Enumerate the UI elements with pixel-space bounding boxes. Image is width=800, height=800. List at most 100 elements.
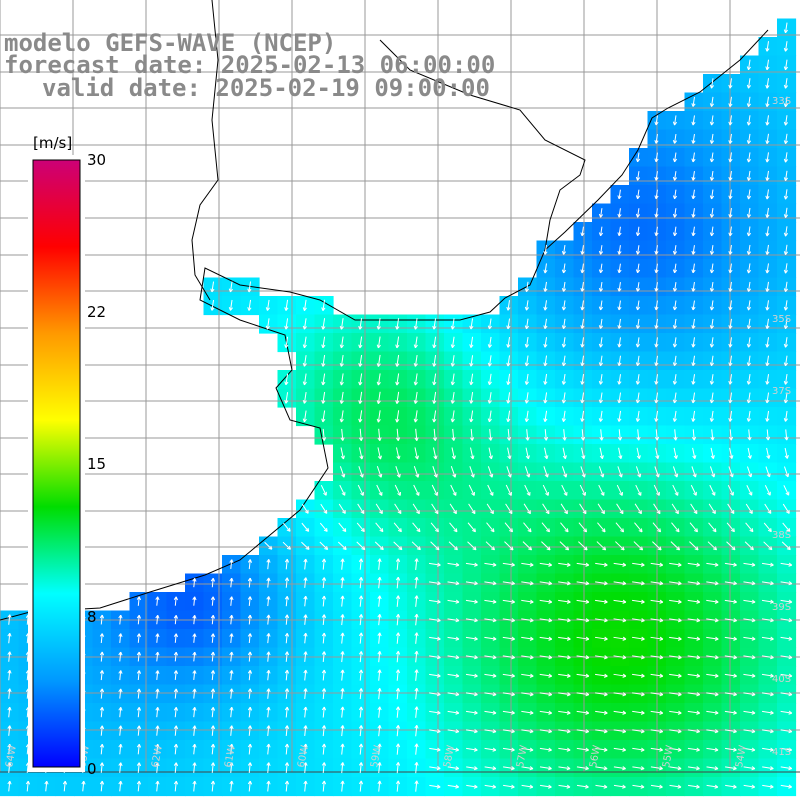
lon-label: 64W bbox=[4, 744, 19, 768]
wind-arrow bbox=[429, 562, 441, 567]
wind-arrow bbox=[284, 299, 289, 311]
wind-arrow bbox=[613, 562, 627, 567]
wind-arrow bbox=[321, 391, 326, 404]
wind-arrow bbox=[543, 318, 548, 330]
wind-arrow bbox=[765, 226, 770, 237]
wind-arrow bbox=[484, 692, 497, 697]
wind-arrow bbox=[358, 336, 363, 349]
wind-arrow bbox=[62, 780, 68, 792]
wind-arrow bbox=[765, 96, 770, 108]
wind-arrow bbox=[765, 78, 770, 89]
wind-arrow bbox=[558, 655, 571, 660]
wind-arrow bbox=[487, 318, 492, 330]
wind-arrow bbox=[339, 318, 344, 330]
wind-arrow bbox=[376, 318, 381, 330]
wind-arrow bbox=[414, 595, 419, 607]
wind-arrow bbox=[229, 670, 234, 681]
wind-arrow bbox=[7, 780, 12, 792]
wind-arrow bbox=[192, 633, 197, 643]
wind-arrow bbox=[595, 673, 608, 678]
wind-arrow bbox=[672, 226, 678, 237]
wind-arrow bbox=[765, 244, 770, 255]
wind-arrow bbox=[672, 208, 678, 218]
wind-arrow bbox=[595, 562, 608, 567]
wind-arrow bbox=[724, 692, 737, 697]
wind-arrow bbox=[706, 747, 719, 752]
wind-arrow bbox=[746, 392, 751, 404]
wind-arrow bbox=[689, 541, 699, 551]
wind-arrow bbox=[561, 300, 567, 311]
wind-arrow bbox=[450, 391, 455, 404]
wind-arrow bbox=[763, 541, 773, 551]
wind-arrow bbox=[709, 484, 716, 496]
wind-arrow bbox=[358, 391, 363, 404]
wind-arrow bbox=[579, 503, 587, 515]
wind-arrow bbox=[303, 706, 308, 718]
model-title: modelo GEFS-WAVE (NCEP) bbox=[4, 29, 337, 57]
wind-arrow bbox=[780, 655, 793, 660]
wind-arrow bbox=[728, 300, 733, 311]
wind-arrow bbox=[687, 655, 701, 660]
wind-arrow bbox=[502, 636, 515, 641]
wind-arrow bbox=[210, 299, 215, 311]
wind-arrow bbox=[687, 636, 701, 641]
wind-arrow bbox=[284, 632, 290, 644]
wind-arrow bbox=[414, 762, 419, 774]
wind-arrow bbox=[783, 244, 789, 255]
wind-arrow bbox=[284, 762, 290, 774]
wind-arrow bbox=[613, 747, 626, 752]
wind-arrow bbox=[340, 595, 345, 607]
wind-arrow bbox=[539, 655, 553, 660]
wind-arrow bbox=[706, 655, 719, 660]
wind-arrow bbox=[395, 650, 401, 663]
wind-arrow bbox=[376, 336, 381, 349]
wind-arrow bbox=[507, 447, 512, 460]
wind-arrow bbox=[321, 725, 327, 737]
wind-arrow bbox=[266, 780, 271, 792]
wind-arrow bbox=[635, 337, 641, 348]
colorbar-tick-15: 15 bbox=[87, 455, 107, 473]
wind-arrow bbox=[765, 355, 770, 367]
wind-arrow bbox=[192, 670, 197, 681]
wind-arrow bbox=[765, 59, 770, 71]
wind-arrow bbox=[687, 692, 701, 697]
wind-arrow bbox=[429, 747, 441, 752]
wind-arrow bbox=[487, 392, 492, 404]
wind-arrow bbox=[229, 614, 234, 625]
wind-arrow bbox=[578, 522, 588, 533]
wind-arrow bbox=[558, 784, 571, 789]
wind-arrow bbox=[340, 706, 345, 718]
wind-arrow bbox=[375, 503, 383, 515]
wind-arrow bbox=[724, 673, 737, 678]
wind-arrow bbox=[708, 503, 716, 515]
wind-arrow bbox=[466, 729, 478, 734]
wind-arrow bbox=[728, 115, 733, 126]
lat-label: 38S bbox=[772, 530, 791, 541]
wind-arrow bbox=[691, 355, 696, 367]
wind-arrow bbox=[671, 503, 679, 515]
wind-arrow bbox=[576, 655, 590, 660]
wind-arrow bbox=[743, 784, 756, 789]
wind-arrow bbox=[521, 655, 534, 660]
wind-arrow bbox=[484, 618, 497, 623]
wind-arrow bbox=[709, 226, 715, 237]
wind-arrow bbox=[376, 484, 383, 496]
wind-arrow bbox=[247, 299, 252, 311]
wind-arrow bbox=[469, 410, 474, 423]
wind-arrow bbox=[229, 762, 234, 773]
wind-arrow bbox=[524, 484, 531, 496]
wind-arrow bbox=[99, 780, 105, 792]
wind-arrow bbox=[763, 522, 772, 533]
wind-arrow bbox=[541, 522, 551, 533]
wind-arrow bbox=[672, 171, 678, 181]
wind-arrow bbox=[358, 428, 364, 441]
wind-arrow bbox=[615, 541, 625, 551]
wind-arrow bbox=[118, 743, 123, 755]
wind-arrow bbox=[377, 762, 382, 774]
wind-arrow bbox=[395, 391, 400, 404]
wind-arrow bbox=[743, 655, 756, 660]
wind-arrow bbox=[598, 484, 605, 496]
wind-arrow bbox=[469, 355, 474, 367]
wind-arrow bbox=[358, 780, 364, 792]
